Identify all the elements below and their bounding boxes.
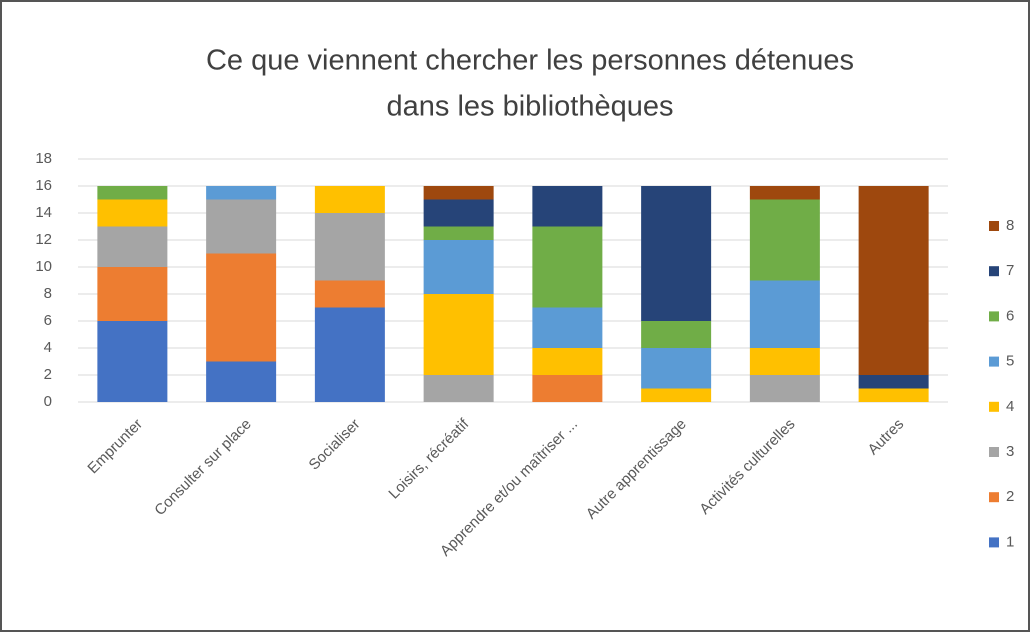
y-tick-label: 0 [44, 393, 52, 410]
bar-segment [749, 375, 820, 402]
legend-swatch [989, 447, 999, 457]
legend-label: 4 [1006, 398, 1014, 415]
y-tick-label: 16 [35, 177, 52, 194]
bar-segment [97, 186, 168, 200]
bar-segment [532, 226, 603, 308]
legend-swatch [989, 492, 999, 503]
bar-segment [641, 321, 712, 348]
bar-segment [749, 186, 820, 200]
bar-segment [206, 186, 277, 200]
bar-segment [206, 253, 277, 362]
y-tick-label: 6 [44, 312, 52, 329]
legend-swatch [989, 266, 999, 277]
chart-title: Ce que viennent chercher les personnes d… [206, 45, 854, 77]
legend-label: 6 [1006, 307, 1014, 324]
bar-segment [749, 199, 820, 281]
bar-segment [423, 186, 494, 200]
y-tick-label: 12 [35, 231, 52, 248]
bar-segment [532, 348, 603, 375]
bar-segment [423, 240, 494, 294]
y-tick-label: 2 [44, 366, 52, 383]
legend-swatch [989, 537, 999, 548]
bar-segment [641, 388, 712, 402]
bar-segment [314, 213, 385, 281]
legend-swatch [989, 311, 999, 322]
y-tick-label: 18 [35, 150, 52, 167]
bar-segment [749, 348, 820, 375]
legend-label: 3 [1006, 443, 1014, 460]
bar-segment [532, 375, 603, 402]
bar-segment [749, 280, 820, 348]
y-tick-label: 14 [35, 204, 52, 221]
bar-segment [532, 186, 603, 227]
bar-segment [641, 348, 712, 389]
bar-segment [423, 226, 494, 240]
legend-label: 8 [1006, 217, 1014, 234]
legend-label: 2 [1006, 488, 1014, 505]
bar-segment [423, 199, 494, 227]
chart-title: dans les bibliothèques [387, 91, 674, 123]
bar-segment [97, 267, 168, 321]
bar-segment [858, 186, 929, 375]
bar-segment [423, 375, 494, 402]
bar-segment [97, 199, 168, 227]
bar-segment [97, 226, 168, 267]
legend-label: 1 [1006, 533, 1014, 550]
bar-segment [206, 361, 277, 402]
legend-label: 7 [1006, 262, 1014, 279]
bar-segment [858, 375, 929, 389]
bar-segment [314, 280, 385, 308]
y-tick-label: 8 [44, 285, 52, 302]
y-tick-label: 10 [35, 258, 52, 275]
legend-swatch [989, 221, 999, 231]
legend-swatch [989, 401, 999, 412]
bar-segment [314, 186, 385, 213]
bar-segment [206, 199, 277, 254]
bar-segment [97, 321, 168, 402]
bar-segment [858, 388, 929, 402]
legend-swatch [989, 356, 999, 367]
y-tick-label: 4 [44, 339, 52, 356]
bar-segment [532, 307, 603, 348]
bar-segment [314, 307, 385, 402]
bar-segment [641, 186, 712, 321]
legend-label: 5 [1006, 353, 1014, 370]
bar-segment [423, 294, 494, 375]
